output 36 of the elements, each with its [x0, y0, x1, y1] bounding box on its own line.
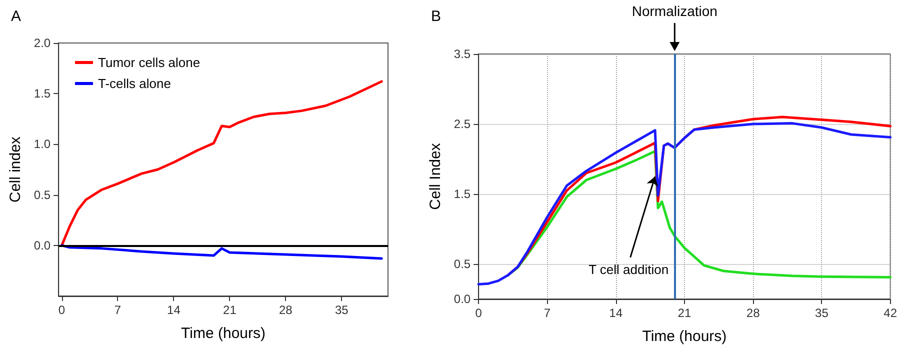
legend-label: T-cells alone	[98, 76, 171, 91]
y-axis-title: Cell Index	[427, 142, 444, 210]
legend-label: Tumor cells alone	[98, 55, 200, 70]
line-series	[477, 122, 892, 286]
x-tick-label: 21	[223, 303, 237, 317]
x-tick-label: 0	[58, 303, 66, 317]
y-tick-label: 0.0	[34, 238, 51, 252]
y-axis-title: Cell index	[7, 136, 24, 202]
x-tick-label: 35	[815, 306, 829, 320]
x-tick-label: 7	[544, 306, 551, 320]
x-tick-label: 7	[114, 303, 122, 317]
chart-title: B	[431, 8, 442, 25]
y-tick-label: 1.5	[454, 187, 471, 201]
x-tick-label: 21	[678, 306, 692, 320]
y-tick-label: 3.5	[454, 47, 471, 61]
x-tick-label: 35	[334, 303, 349, 317]
x-tick-label: 28	[278, 303, 293, 317]
x-tick-label: 14	[167, 303, 181, 317]
chart-title: A	[11, 8, 22, 25]
x-axis-title: Time (hours)	[181, 325, 266, 342]
y-tick-label: 2.5	[454, 117, 471, 131]
x-tick-label: 42	[884, 306, 898, 320]
x-tick-label: 28	[746, 306, 760, 320]
line-series	[60, 244, 383, 260]
x-tick-label: 14	[609, 306, 623, 320]
y-tick-label: 0.5	[34, 188, 51, 202]
x-axis-title: Time (hours)	[642, 328, 727, 345]
y-tick-label: 2.0	[34, 36, 51, 50]
y-tick-label: 1.5	[34, 86, 51, 101]
y-tick-label: 1.0	[34, 137, 51, 152]
y-tick-label: 0.0	[454, 292, 471, 306]
y-tick-label: 0.5	[454, 257, 471, 271]
line-series	[60, 80, 383, 247]
x-tick-label: 0	[475, 306, 482, 320]
annotation: Normalization	[632, 3, 718, 19]
annotation: T cell addition	[588, 262, 669, 278]
